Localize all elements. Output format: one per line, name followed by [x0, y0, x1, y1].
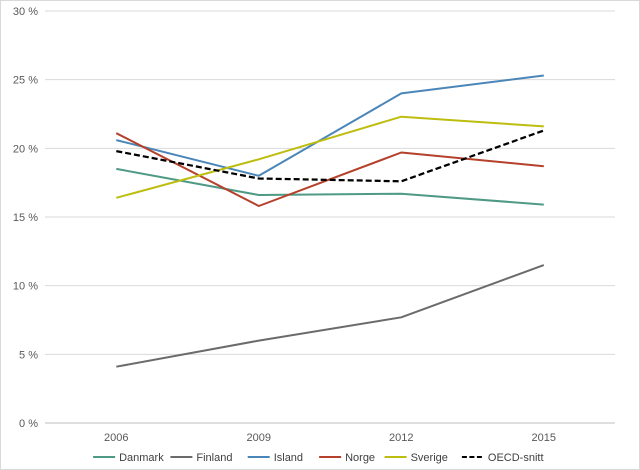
x-tick-label: 2015	[532, 432, 556, 444]
legend: Danmark Finland Island Norge Sverige OECD-sni…	[93, 452, 544, 464]
legend-item-danmark: Danmark	[93, 452, 164, 464]
x-tick-label: 2006	[104, 432, 128, 444]
y-tick-label: 20 %	[13, 143, 38, 155]
x-tick-label: 2009	[247, 432, 271, 444]
y-tick-label: 30 %	[13, 6, 38, 18]
legend-item-finland: Finland	[170, 452, 232, 464]
gridlines	[45, 10, 615, 424]
series-line-sverige	[116, 115, 544, 199]
y-tick-label: 25 %	[13, 75, 38, 87]
legend-label: Island	[274, 452, 303, 464]
series-line-finland	[116, 264, 545, 368]
legend-item-oecd-snitt: OECD-snitt	[461, 452, 544, 464]
legend-label: Norge	[345, 452, 375, 464]
y-tick-label: 0 %	[19, 418, 38, 430]
series-line-danmark	[116, 167, 544, 206]
series-line-island	[116, 74, 544, 177]
legend-item-norge: Norge	[319, 452, 375, 464]
legend-item-sverige: Sverige	[384, 452, 448, 464]
y-tick-label: 5 %	[19, 349, 38, 361]
legend-item-island: Island	[247, 452, 303, 464]
legend-label: OECD-snitt	[488, 452, 544, 464]
y-tick-label: 15 %	[13, 212, 38, 224]
legend-label: Sverige	[411, 452, 448, 464]
legend-label: Danmark	[119, 452, 164, 464]
legend-label: Finland	[196, 452, 232, 464]
y-axis-ticks: 0 % 5 % 10 % 15 % 20 % 25 % 30 %	[13, 6, 38, 430]
x-axis-ticks: 2006 2009 2012 2015	[104, 432, 556, 444]
x-tick-label: 2012	[389, 432, 413, 444]
series-lines	[115, 74, 545, 368]
series-line-oecd-snitt	[116, 129, 545, 183]
y-tick-label: 10 %	[13, 281, 38, 293]
